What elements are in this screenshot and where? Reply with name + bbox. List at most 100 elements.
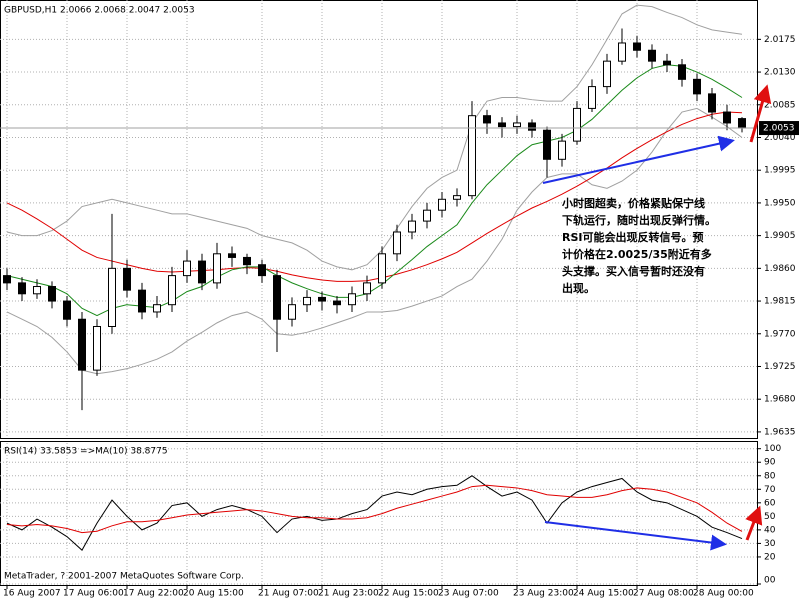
x-tick-label: 23 Aug 07:00 — [438, 589, 499, 599]
candle-body — [543, 129, 551, 160]
x-tick-label: 28 Aug 00:00 — [693, 589, 754, 599]
candle-body — [273, 275, 281, 320]
x-tick-label: 27 Aug 08:00 — [633, 589, 694, 599]
x-tick-label: 16 Aug 2007 — [3, 589, 61, 599]
x-tick-label: 22 Aug 15:00 — [378, 589, 439, 599]
annotation: 计价格在2.0025/35附近有多 — [562, 247, 712, 261]
candle-body — [723, 111, 731, 124]
x-tick-label: 24 Aug 15:00 — [573, 589, 634, 599]
candle-body — [423, 209, 431, 222]
axes: 2.0175 2.0130 2.0085 2.0040 1.9995 1.9950 1.99… — [3, 35, 799, 599]
series-line — [6, 484, 743, 534]
candle-body — [603, 60, 611, 88]
y-tick-label: 2.0130 — [764, 68, 796, 78]
candle-body — [633, 42, 641, 51]
candle-body — [378, 253, 386, 284]
x-tick-label: 21 Aug 07:00 — [258, 589, 319, 599]
series-line — [6, 107, 743, 375]
y-tick-label: 1.9770 — [764, 329, 796, 339]
series-line — [6, 475, 743, 551]
candle-body — [453, 195, 461, 200]
candle-body — [738, 118, 746, 129]
x-tick-label: 17 Aug 06:00 — [63, 589, 124, 599]
last-price-tag — [759, 121, 799, 136]
rsi-arrow — [544, 521, 727, 551]
candle-body — [213, 253, 221, 284]
annotation: 下轨运行，随时出现反弹行情。 — [562, 213, 716, 227]
series-line — [6, 4, 743, 271]
y-tick-label: 20 — [764, 552, 776, 562]
y-tick-label: 90 — [764, 458, 776, 468]
candle-body — [123, 267, 131, 291]
candle-body — [438, 198, 446, 211]
candle-body — [618, 42, 626, 62]
y-tick-label: 50 — [764, 512, 776, 522]
y-tick-label: 60 — [764, 498, 776, 508]
candle-body — [318, 296, 326, 302]
candle-body — [528, 122, 536, 131]
rsi-panel — [0, 441, 758, 586]
annotation: 小时图超卖，价格紧贴保宁线 — [561, 196, 705, 210]
candle-body — [93, 326, 101, 371]
annotation: 出现。 — [562, 281, 595, 295]
candle-body — [78, 318, 86, 371]
candle-body — [48, 286, 56, 302]
y-tick-label: 1.9905 — [764, 231, 796, 241]
y-tick-label: 2.0085 — [764, 100, 796, 110]
x-tick-label: 20 Aug 15:00 — [183, 589, 244, 599]
y-tick-label: 1.9950 — [764, 198, 796, 208]
candle-body — [288, 304, 296, 320]
candle-body — [393, 231, 401, 255]
candle-body — [363, 282, 371, 295]
candle-body — [678, 64, 686, 80]
candle-body — [33, 286, 41, 295]
y-tick-label: 1.9860 — [764, 264, 796, 274]
y-tick-label: 1.9680 — [764, 395, 796, 405]
annotation: RSI可能会出现反转信号。预 — [562, 230, 704, 244]
y-tick-label: 2.0175 — [764, 35, 796, 45]
y-tick-label: 30 — [764, 539, 776, 549]
candle-body — [108, 267, 116, 328]
price-plot — [0, 0, 757, 438]
candle-body — [243, 256, 251, 266]
candle-body — [468, 115, 476, 197]
up-arrow — [749, 84, 772, 143]
last-price-label: 2.0053 — [763, 124, 795, 134]
candle-body — [648, 49, 656, 62]
candle-body — [663, 60, 671, 66]
copyright: MetaTrader, ? 2001-2007 MetaQuotes Softw… — [4, 572, 244, 582]
candle-body — [168, 275, 176, 306]
candle-body — [198, 260, 206, 284]
candle-body — [183, 260, 191, 277]
candle-body — [348, 293, 356, 306]
y-tick-label: 00 — [764, 576, 776, 586]
candle-body — [573, 107, 581, 142]
candle-body — [3, 275, 11, 284]
candle-body — [708, 93, 716, 113]
candle-body — [303, 296, 311, 306]
chart-title: GBPUSD,H1 2.0066 2.0068 2.0047 2.0053 — [4, 6, 195, 16]
y-tick-label: 40 — [764, 525, 776, 535]
candle-body — [498, 122, 506, 128]
y-tick-label: 1.9725 — [764, 362, 796, 372]
x-tick-label: 21 Aug 23:00 — [318, 589, 379, 599]
up-arrow — [745, 505, 763, 541]
y-tick-label: 1.9995 — [764, 166, 796, 176]
candle-body — [153, 304, 161, 313]
candle-body — [333, 300, 341, 306]
candle-body — [693, 78, 701, 95]
candle-body — [513, 122, 521, 128]
candle-body — [483, 115, 491, 124]
y-tick-label: 70 — [764, 485, 776, 495]
support-arrow — [542, 135, 735, 184]
candle-body — [258, 264, 266, 277]
candle-body — [138, 289, 146, 313]
candle-body — [408, 220, 416, 233]
series-line — [6, 111, 743, 282]
x-tick-label: 17 Aug 22:00 — [123, 589, 184, 599]
y-tick-label: 2.0040 — [764, 133, 796, 143]
y-tick-label: 1.9635 — [764, 427, 796, 437]
annotation: 头支撑。买入信号暂时还没有 — [562, 264, 705, 278]
y-tick-label: 100 — [764, 444, 781, 454]
